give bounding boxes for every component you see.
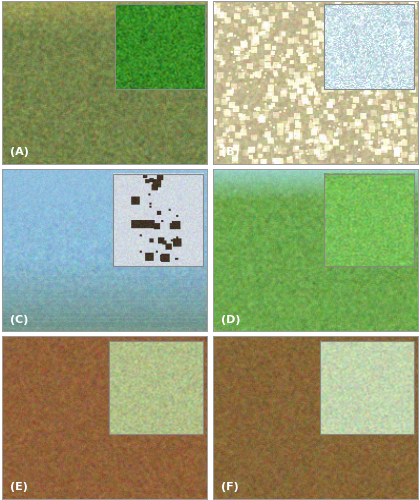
Bar [320,341,414,434]
Text: (F): (F) [221,482,239,492]
Bar [109,341,203,434]
Bar [113,174,203,266]
Text: (D): (D) [221,315,241,325]
Bar [115,4,205,89]
Text: (E): (E) [10,482,28,492]
Bar [324,174,414,266]
Text: (B): (B) [221,147,240,157]
Bar [324,4,414,89]
Text: (C): (C) [10,315,29,325]
Text: (A): (A) [10,147,29,157]
